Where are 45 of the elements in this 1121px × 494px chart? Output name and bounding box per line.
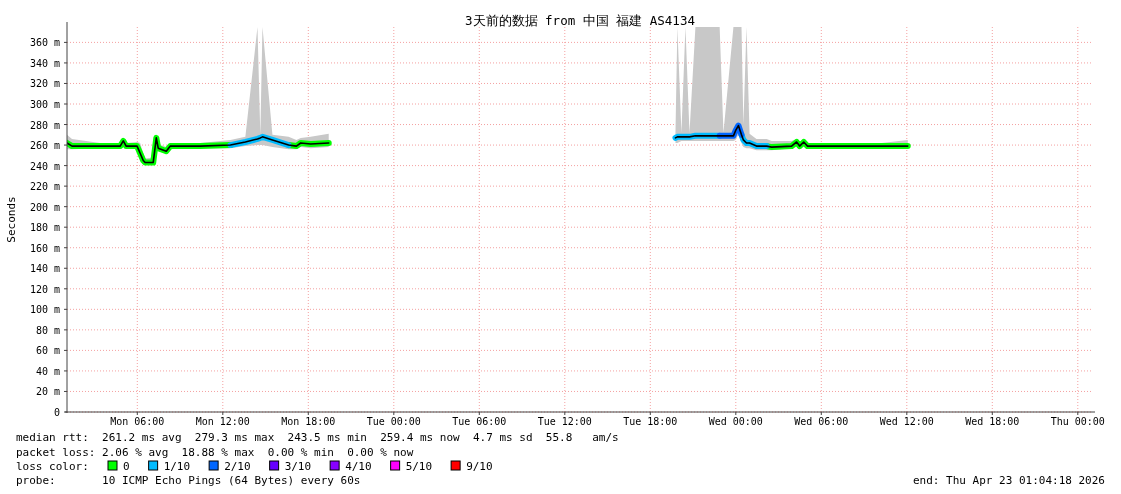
x-tick-label: Thu 00:00 [1050, 416, 1105, 427]
y-tick-label: 160 m [29, 242, 60, 254]
legend-label: 5/10 [405, 460, 433, 473]
y-tick-label: 280 m [29, 119, 60, 131]
y-tick-label: 200 m [29, 201, 60, 213]
legend-label: 2/10 [224, 460, 251, 473]
y-tick-label: 320 m [29, 78, 60, 90]
y-tick-label: 140 m [29, 263, 60, 275]
y-tick-label: 240 m [29, 160, 60, 172]
x-tick-label: Tue 00:00 [366, 416, 421, 427]
y-tick-label: 120 m [29, 283, 60, 295]
x-tick-label: Wed 06:00 [794, 416, 849, 427]
y-tick-label: 20 m [35, 386, 60, 398]
x-tick-label: Tue 06:00 [452, 416, 507, 427]
y-tick-label: 220 m [29, 181, 60, 193]
y-tick-label: 40 m [35, 365, 60, 377]
y-tick-label: 60 m [35, 345, 60, 357]
legend-label: 0 [123, 460, 130, 473]
y-tick-label: 80 m [35, 324, 60, 336]
y-tick-label: 100 m [29, 304, 60, 316]
x-tick-label: Tue 18:00 [623, 416, 678, 427]
chart-title: 3天前的数据 from 中国 福建 AS4134 [465, 13, 695, 28]
x-tick-label: Mon 06:00 [110, 416, 165, 427]
legend-title: loss color: [16, 460, 89, 473]
x-tick-label: Wed 18:00 [965, 416, 1020, 427]
y-tick-label: 300 m [29, 99, 60, 110]
legend-label: 4/10 [345, 460, 372, 473]
text: probe: 10 ICMP Echo Pings (64 Bytes) every 60s [16, 474, 361, 487]
y-tick-label: 360 m [29, 37, 60, 49]
text: median rtt: 261.2 ms avg 279.3 ms max 243.5 ms min 259.4 ms now 4.7 ms sd 55.8 am/s [16, 431, 619, 444]
y-tick-label: 340 m [29, 57, 60, 69]
y-axis-title: Seconds [5, 196, 18, 243]
legend-label: 3/10 [284, 460, 312, 473]
y-tick-label: 260 m [29, 140, 60, 152]
y-tick-label: 180 m [29, 222, 60, 234]
legend-label: 1/10 [163, 460, 191, 473]
x-tick-label: Mon 18:00 [281, 416, 336, 427]
text: end: Thu Apr 23 01:04:18 2026 [912, 474, 1105, 487]
x-tick-label: Mon 12:00 [195, 416, 250, 427]
x-tick-label: Wed 00:00 [708, 416, 763, 427]
x-tick-label: Wed 12:00 [879, 416, 934, 427]
text: packet loss: 2.06 % avg 18.88 % max 0.00 % min 0.00 % now [16, 446, 414, 459]
legend-label: 9/10 [466, 460, 493, 473]
y-tick-label: 0 [53, 407, 60, 418]
x-tick-label: Tue 12:00 [537, 416, 592, 427]
